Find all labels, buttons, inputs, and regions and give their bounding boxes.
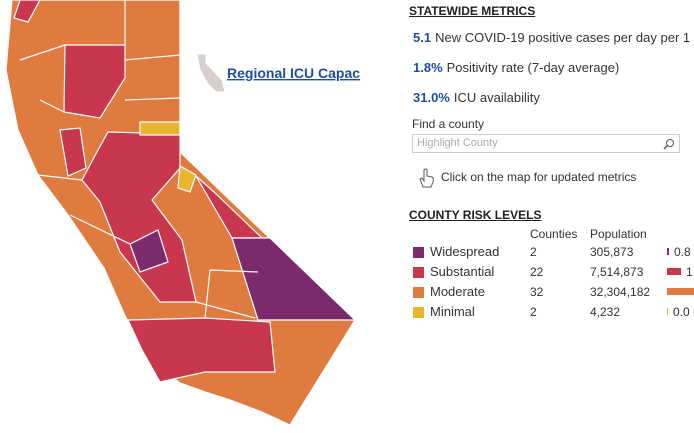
risk-title: COUNTY RISK LEVELS [409, 208, 542, 222]
search-label: Find a county [412, 117, 485, 131]
risk-level: Substantial [430, 264, 495, 279]
risk-level: Moderate [430, 284, 485, 299]
population: 32,304,182 [590, 285, 651, 299]
county-count: 2 [530, 305, 537, 319]
population-bar [667, 268, 681, 275]
population: 4,232 [590, 305, 621, 319]
risk-level: Minimal [430, 304, 475, 319]
county-map: Regional ICU Capacity [5, 0, 360, 426]
population-bar [667, 288, 694, 295]
population-share: 0.0 [673, 305, 690, 319]
county-count: 22 [530, 265, 544, 279]
metric: 1.8% Positivity rate (7-day average) [413, 60, 619, 75]
hand-icon [419, 168, 434, 188]
metric: 31.0% ICU availability [413, 90, 540, 105]
population-bar [667, 308, 668, 315]
county-count: 2 [530, 245, 537, 259]
county-region[interactable] [231, 237, 357, 321]
metric-label: Positivity rate (7-day average) [446, 60, 620, 75]
county-count: 32 [530, 285, 544, 299]
metric-label: ICU availability [453, 90, 540, 105]
county-region[interactable] [63, 44, 126, 119]
population-bar [667, 248, 669, 255]
county-region[interactable] [13, 0, 41, 23]
metric-value: 1.8% [413, 60, 443, 75]
metric: 5.1 New COVID-19 positive cases per day p… [413, 30, 690, 45]
column-header: Population [590, 227, 647, 241]
legend-swatch [413, 287, 424, 298]
metrics-title: STATEWIDE METRICS [409, 4, 536, 18]
regional-icu-link[interactable]: Regional ICU Capacity [227, 65, 360, 81]
population-share: 1 [686, 265, 693, 279]
search-icon [663, 139, 674, 150]
legend-swatch [413, 247, 424, 258]
map-hint: Click on the map for updated metrics [441, 170, 637, 184]
legend-swatch [413, 307, 424, 318]
metric-value: 5.1 [413, 30, 432, 45]
county-region[interactable] [177, 165, 197, 193]
region-icon [196, 53, 226, 93]
search-placeholder: Highlight County [417, 137, 498, 149]
county-region[interactable] [129, 229, 169, 273]
column-header: Counties [530, 227, 578, 241]
population: 305,873 [590, 245, 634, 259]
county-region[interactable] [59, 127, 87, 177]
risk-level: Widespread [430, 244, 500, 259]
county-region[interactable] [127, 317, 276, 383]
population: 7,514,873 [590, 265, 644, 279]
county-region[interactable] [139, 121, 181, 136]
search-box[interactable]: Highlight County [412, 134, 680, 153]
metric-label: New COVID-19 positive cases per day per … [435, 30, 691, 45]
metric-value: 31.0% [413, 90, 450, 105]
population-share: 0.8 [674, 245, 691, 259]
legend-swatch [413, 267, 424, 278]
